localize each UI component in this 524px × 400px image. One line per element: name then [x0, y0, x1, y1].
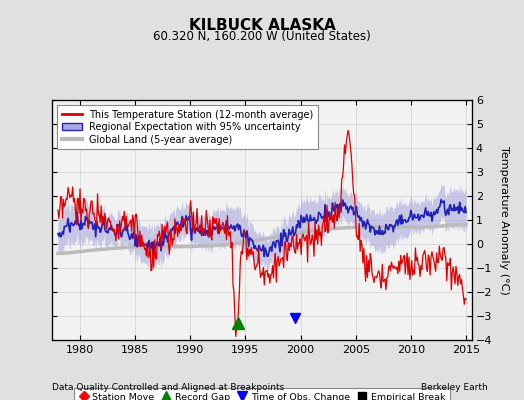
- Text: Data Quality Controlled and Aligned at Breakpoints: Data Quality Controlled and Aligned at B…: [52, 383, 285, 392]
- Legend: Station Move, Record Gap, Time of Obs. Change, Empirical Break: Station Move, Record Gap, Time of Obs. C…: [74, 388, 450, 400]
- Text: Berkeley Earth: Berkeley Earth: [421, 383, 487, 392]
- Y-axis label: Temperature Anomaly (°C): Temperature Anomaly (°C): [499, 146, 509, 294]
- Text: 60.320 N, 160.200 W (United States): 60.320 N, 160.200 W (United States): [153, 30, 371, 43]
- Text: KILBUCK ALASKA: KILBUCK ALASKA: [189, 18, 335, 33]
